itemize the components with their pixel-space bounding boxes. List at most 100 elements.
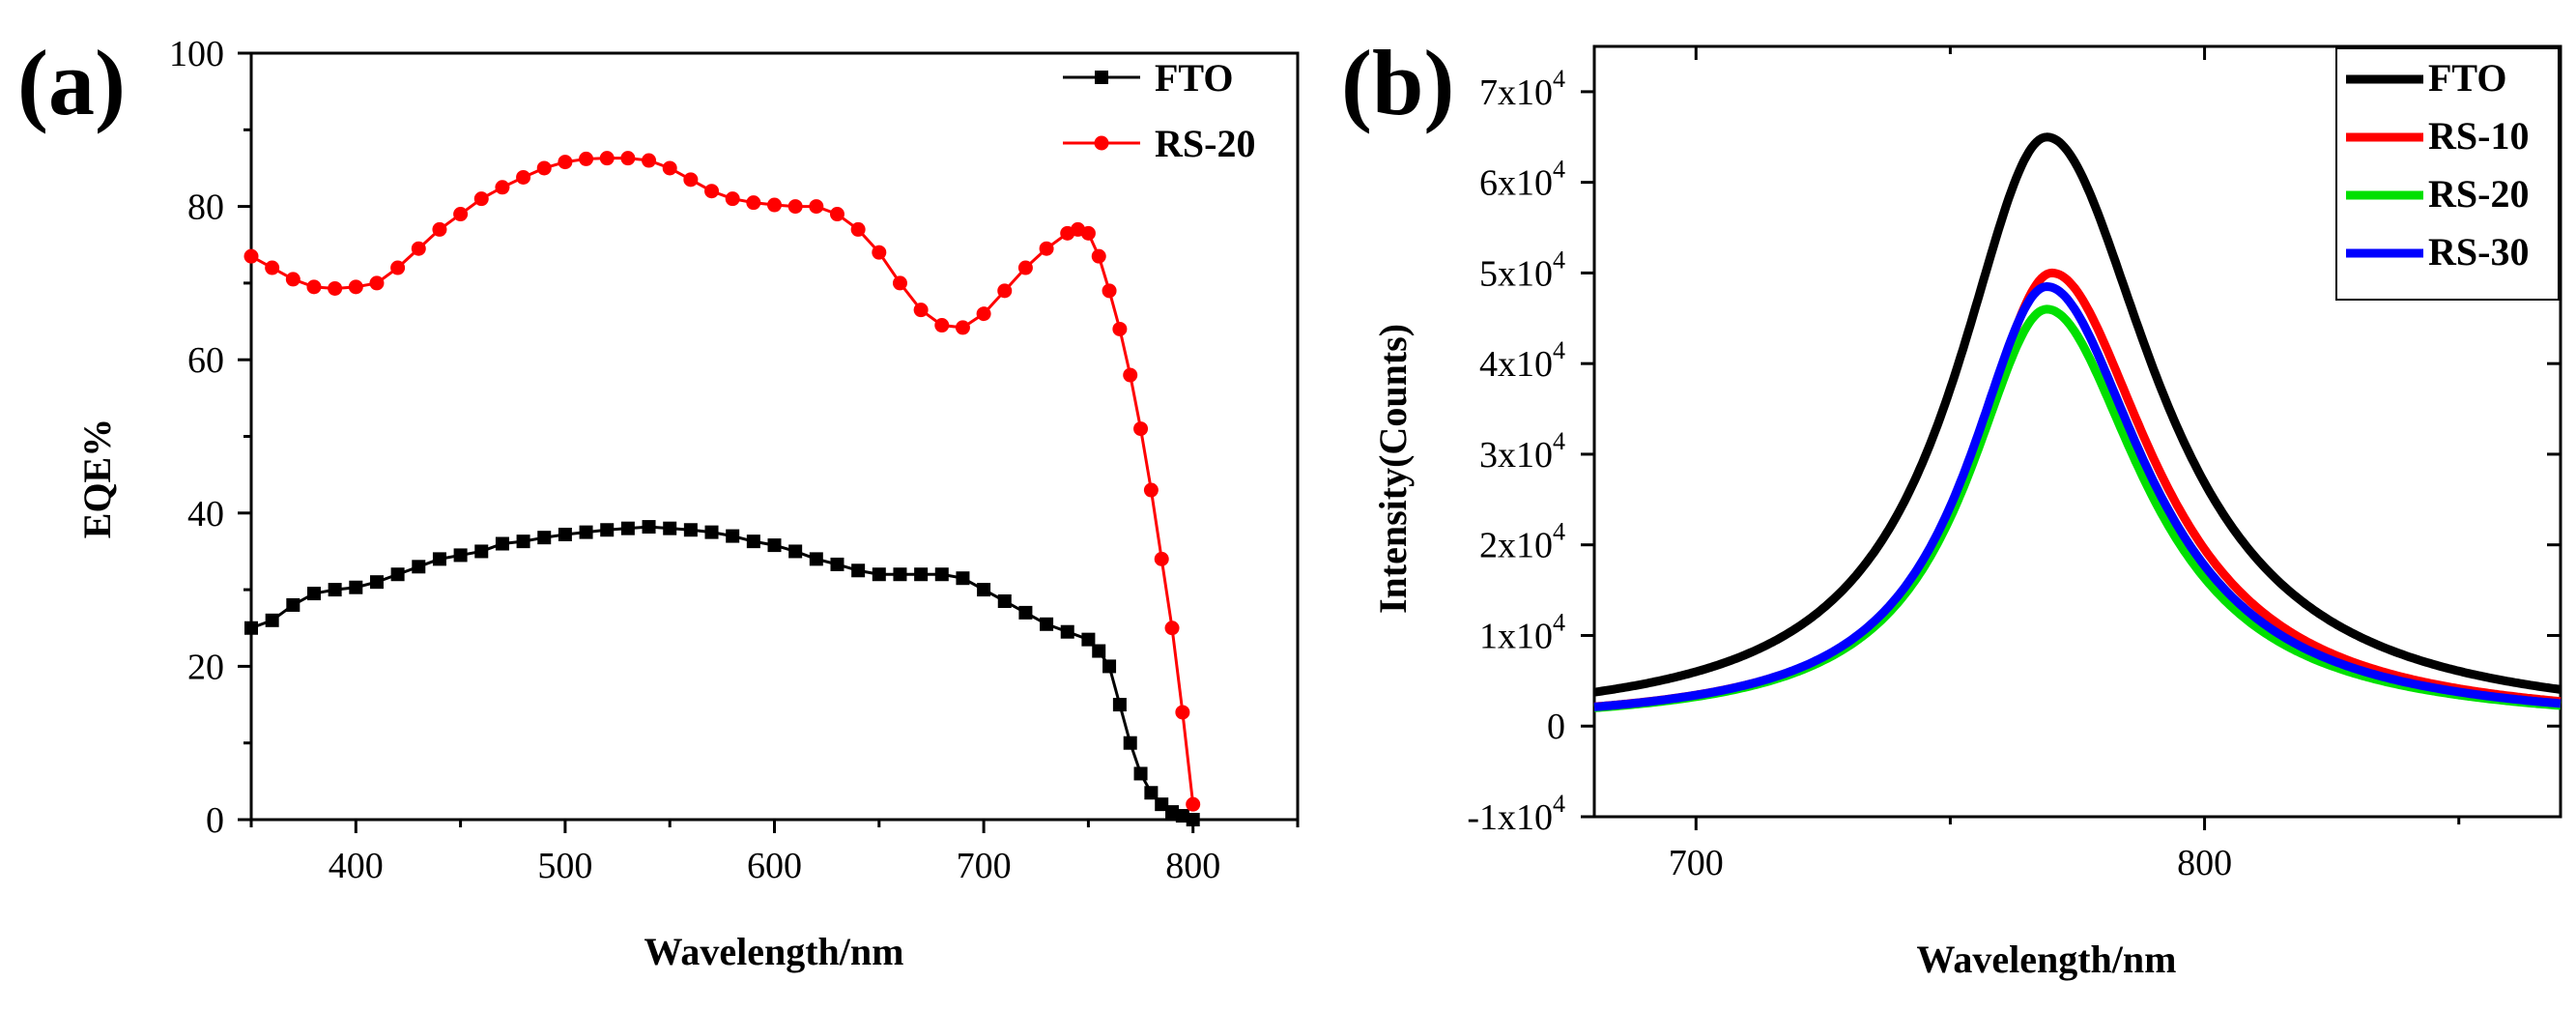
panel-a-data-point [1112, 321, 1128, 336]
panel-a-data-point [516, 534, 530, 549]
panel-a-data-point [1081, 632, 1096, 647]
panel-b-x-tick-label: 700 [1669, 843, 1724, 883]
panel-a-data-point [495, 180, 510, 195]
panel-a-data-point [600, 523, 615, 537]
legend-swatch-marker [1094, 135, 1109, 151]
panel-a-data-point [579, 151, 594, 166]
panel-a-x-tick-label: 500 [537, 846, 592, 886]
panel-a-data-point [850, 221, 866, 237]
panel-a-data-point [1017, 260, 1033, 275]
panel-a-data-point [265, 613, 279, 627]
panel-a-data-point [620, 151, 636, 166]
panel-a-data-point [1186, 796, 1201, 812]
panel-a-data-point [746, 195, 761, 211]
panel-a-data-point [997, 593, 1012, 608]
panel-a-data-point [726, 529, 740, 543]
panel-b-series-fto [1592, 132, 2562, 697]
panel-a-y-axis-title: EQE% [75, 419, 119, 538]
panel-b-series [1592, 132, 2562, 712]
panel-a-data-point [411, 241, 426, 256]
panel-a-series-rs-20 [243, 151, 1201, 812]
panel-b-legend-item: RS-20 [2346, 172, 2529, 216]
chart-panel-b: (b) 700 800 -1x104 0 1x104 2x104 3x104 4x104 5x1… [1341, 31, 2562, 981]
panel-a-data-point [830, 557, 844, 571]
panel-a-data-point [851, 563, 866, 578]
panel-a-data-point [1018, 605, 1033, 620]
panel-a-data-point [787, 199, 803, 215]
panel-a-data-point [934, 318, 950, 333]
panel-a-legend-item: FTO [1063, 56, 1234, 100]
panel-b-axes [1592, 44, 2562, 819]
panel-a-data-point [516, 169, 531, 185]
panel-a-data-point [1039, 241, 1054, 256]
panel-a-series [243, 151, 1201, 826]
panel-b-legend-box [2335, 47, 2560, 301]
panel-b-y-tick-label: 1x104 [1479, 608, 1565, 656]
panel-a-x-tick-label: 800 [1165, 846, 1220, 886]
panel-b-legend-item: RS-10 [2346, 114, 2529, 158]
panel-a-data-point [1040, 617, 1054, 631]
panel-a-data-point [683, 523, 698, 537]
panel-a-data-point [1092, 644, 1106, 658]
panel-a-data-point [1112, 698, 1127, 712]
panel-a-legend-item: RS-20 [1063, 122, 1255, 165]
panel-a-data-point [1154, 551, 1169, 566]
panel-a-data-point [976, 306, 991, 322]
panel-a-y-tick-label: 40 [187, 494, 224, 534]
panel-a-data-point [662, 160, 677, 176]
panel-a-y-tick-label: 80 [187, 188, 224, 228]
panel-a-data-point [369, 275, 385, 291]
panel-a-data-point [244, 621, 258, 635]
panel-b-y-tick-label: 7x104 [1479, 65, 1565, 113]
panel-a-data-point [1060, 624, 1074, 639]
panel-a-data-point [1091, 248, 1106, 264]
panel-a-series-line [250, 157, 1195, 805]
panel-a-data-point [956, 571, 970, 586]
panel-a-data-point [809, 199, 824, 215]
panel-a-data-point [265, 260, 280, 275]
panel-a-data-point [892, 275, 907, 291]
panel-a-data-point [1123, 736, 1137, 750]
panel-a-data-point [390, 260, 406, 275]
panel-a-data-point [704, 184, 720, 199]
panel-a-data-point [977, 583, 991, 597]
panel-a-data-point [1102, 283, 1117, 299]
panel-a-data-point [913, 303, 929, 318]
panel-a-data-point [1133, 421, 1149, 437]
panel-a-data-point [620, 521, 635, 535]
panel-b-series-rs-20 [1592, 304, 2562, 712]
panel-b-legend-label: RS-30 [2428, 230, 2529, 274]
panel-b-y-tick-label: 4x104 [1479, 336, 1565, 385]
panel-a-data-point [536, 160, 552, 176]
panel-a-data-point [1165, 805, 1180, 820]
panel-a-data-point [1164, 621, 1180, 636]
panel-a-data-point [642, 153, 657, 168]
panel-a-data-point [1123, 367, 1138, 383]
panel-a-data-point [243, 248, 259, 264]
panel-a-data-point [683, 172, 699, 188]
panel-a-data-point [495, 536, 509, 551]
panel-a-data-point [286, 597, 301, 612]
panel-a-data-point [306, 587, 321, 601]
panel-a-data-point [412, 560, 426, 574]
panel-b-x-axis-title: Wavelength/nm [1917, 938, 2177, 981]
panel-a-data-point [453, 548, 468, 563]
panel-a-legend-label: FTO [1155, 56, 1234, 100]
panel-a-label: (a) [17, 31, 126, 134]
panel-a-y-tick-label: 100 [169, 34, 224, 74]
panel-a-x-axis-title: Wavelength/nm [644, 930, 904, 973]
panel-b-legend-item: RS-30 [2346, 230, 2529, 274]
panel-a-data-point [872, 567, 886, 582]
panel-b-y-tick-label: 5x104 [1479, 246, 1565, 294]
panel-a-data-point [453, 207, 469, 222]
panel-a-data-point [432, 221, 447, 237]
panel-b-legend-label: RS-20 [2428, 172, 2529, 216]
panel-a-data-point [285, 272, 301, 287]
panel-a-data-point [1155, 797, 1169, 812]
panel-a-data-point [306, 279, 322, 295]
panel-b-label: (b) [1341, 31, 1454, 134]
panel-a-data-point [328, 280, 343, 296]
panel-a-ticks: 400 500 600 700 800 0 20 40 60 80 100 [169, 34, 1300, 886]
panel-a-data-point [348, 279, 363, 295]
panel-a-data-point [599, 151, 615, 166]
